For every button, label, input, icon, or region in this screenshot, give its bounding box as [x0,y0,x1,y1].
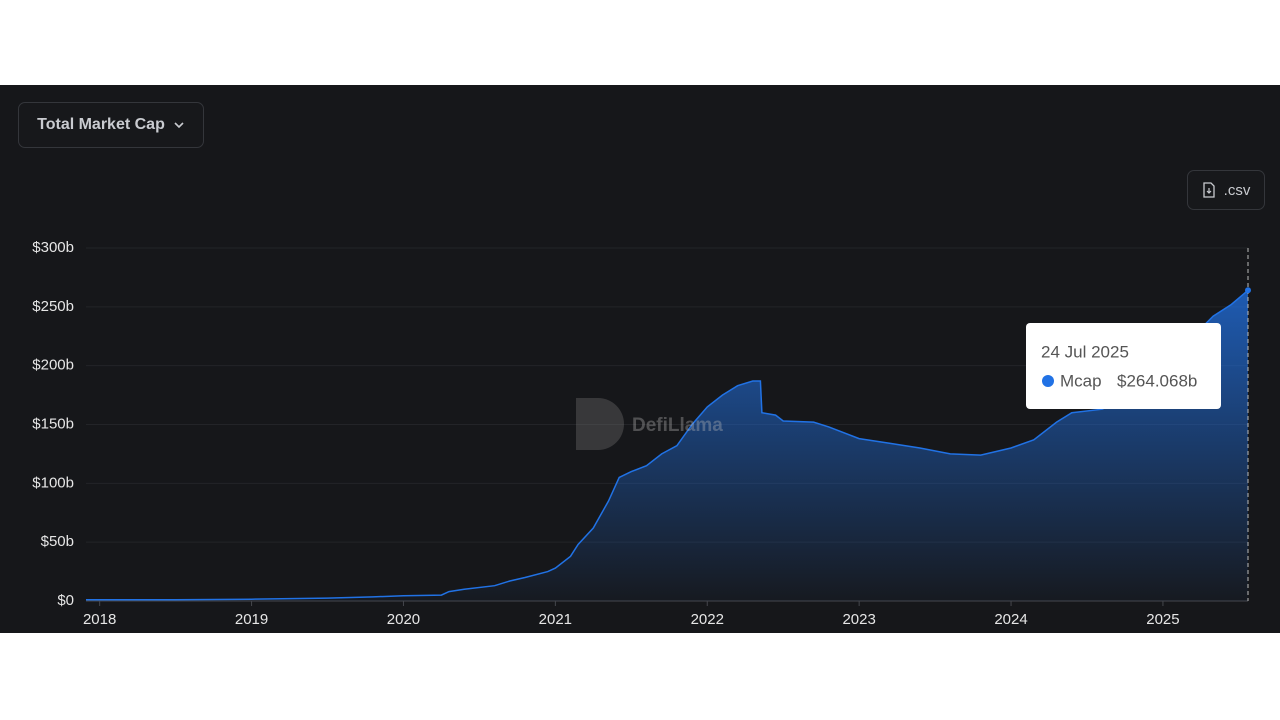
legend-dot [1042,375,1054,387]
x-tick-label: 2021 [539,611,572,628]
file-icon [1203,182,1215,198]
x-tick-label: 2018 [83,611,116,628]
tooltip-box [1026,323,1221,409]
logo [576,398,624,450]
hover-point [1245,287,1251,294]
y-tick-label: $200b [32,357,74,374]
y-tick-label: $150b [32,415,74,432]
x-tick-label: 2023 [842,611,875,628]
y-tick-label: $100b [32,474,74,491]
x-tick-label: 2022 [691,611,724,628]
chevron [174,122,184,129]
csv-label: .csv [1223,181,1251,199]
metric-dropdown[interactable]: Total Market Cap [18,102,204,148]
dropdown-label: Total Market Cap [37,116,165,133]
y-tick-label: $300b [32,239,74,256]
tooltip-series: Mcap [1060,371,1102,390]
x-tick-label: 2025 [1146,611,1179,628]
area [86,290,1248,601]
x-tick-label: 2020 [387,611,420,628]
csv-button[interactable]: .csv [1187,170,1265,210]
tooltip-value: $264.068b [1117,371,1197,390]
y-tick-label: $50b [41,533,74,550]
watermark: DefiLlama [576,398,723,450]
line [86,289,1249,601]
y-tick-label: $250b [32,298,74,315]
tooltip-date: 24 Jul 2025 [1041,342,1129,361]
watermark-text: DefiLlama [632,415,723,436]
x-tick-label: 2024 [994,611,1027,628]
y-tick-label: $0 [57,592,74,609]
x-tick-label: 2019 [235,611,268,628]
